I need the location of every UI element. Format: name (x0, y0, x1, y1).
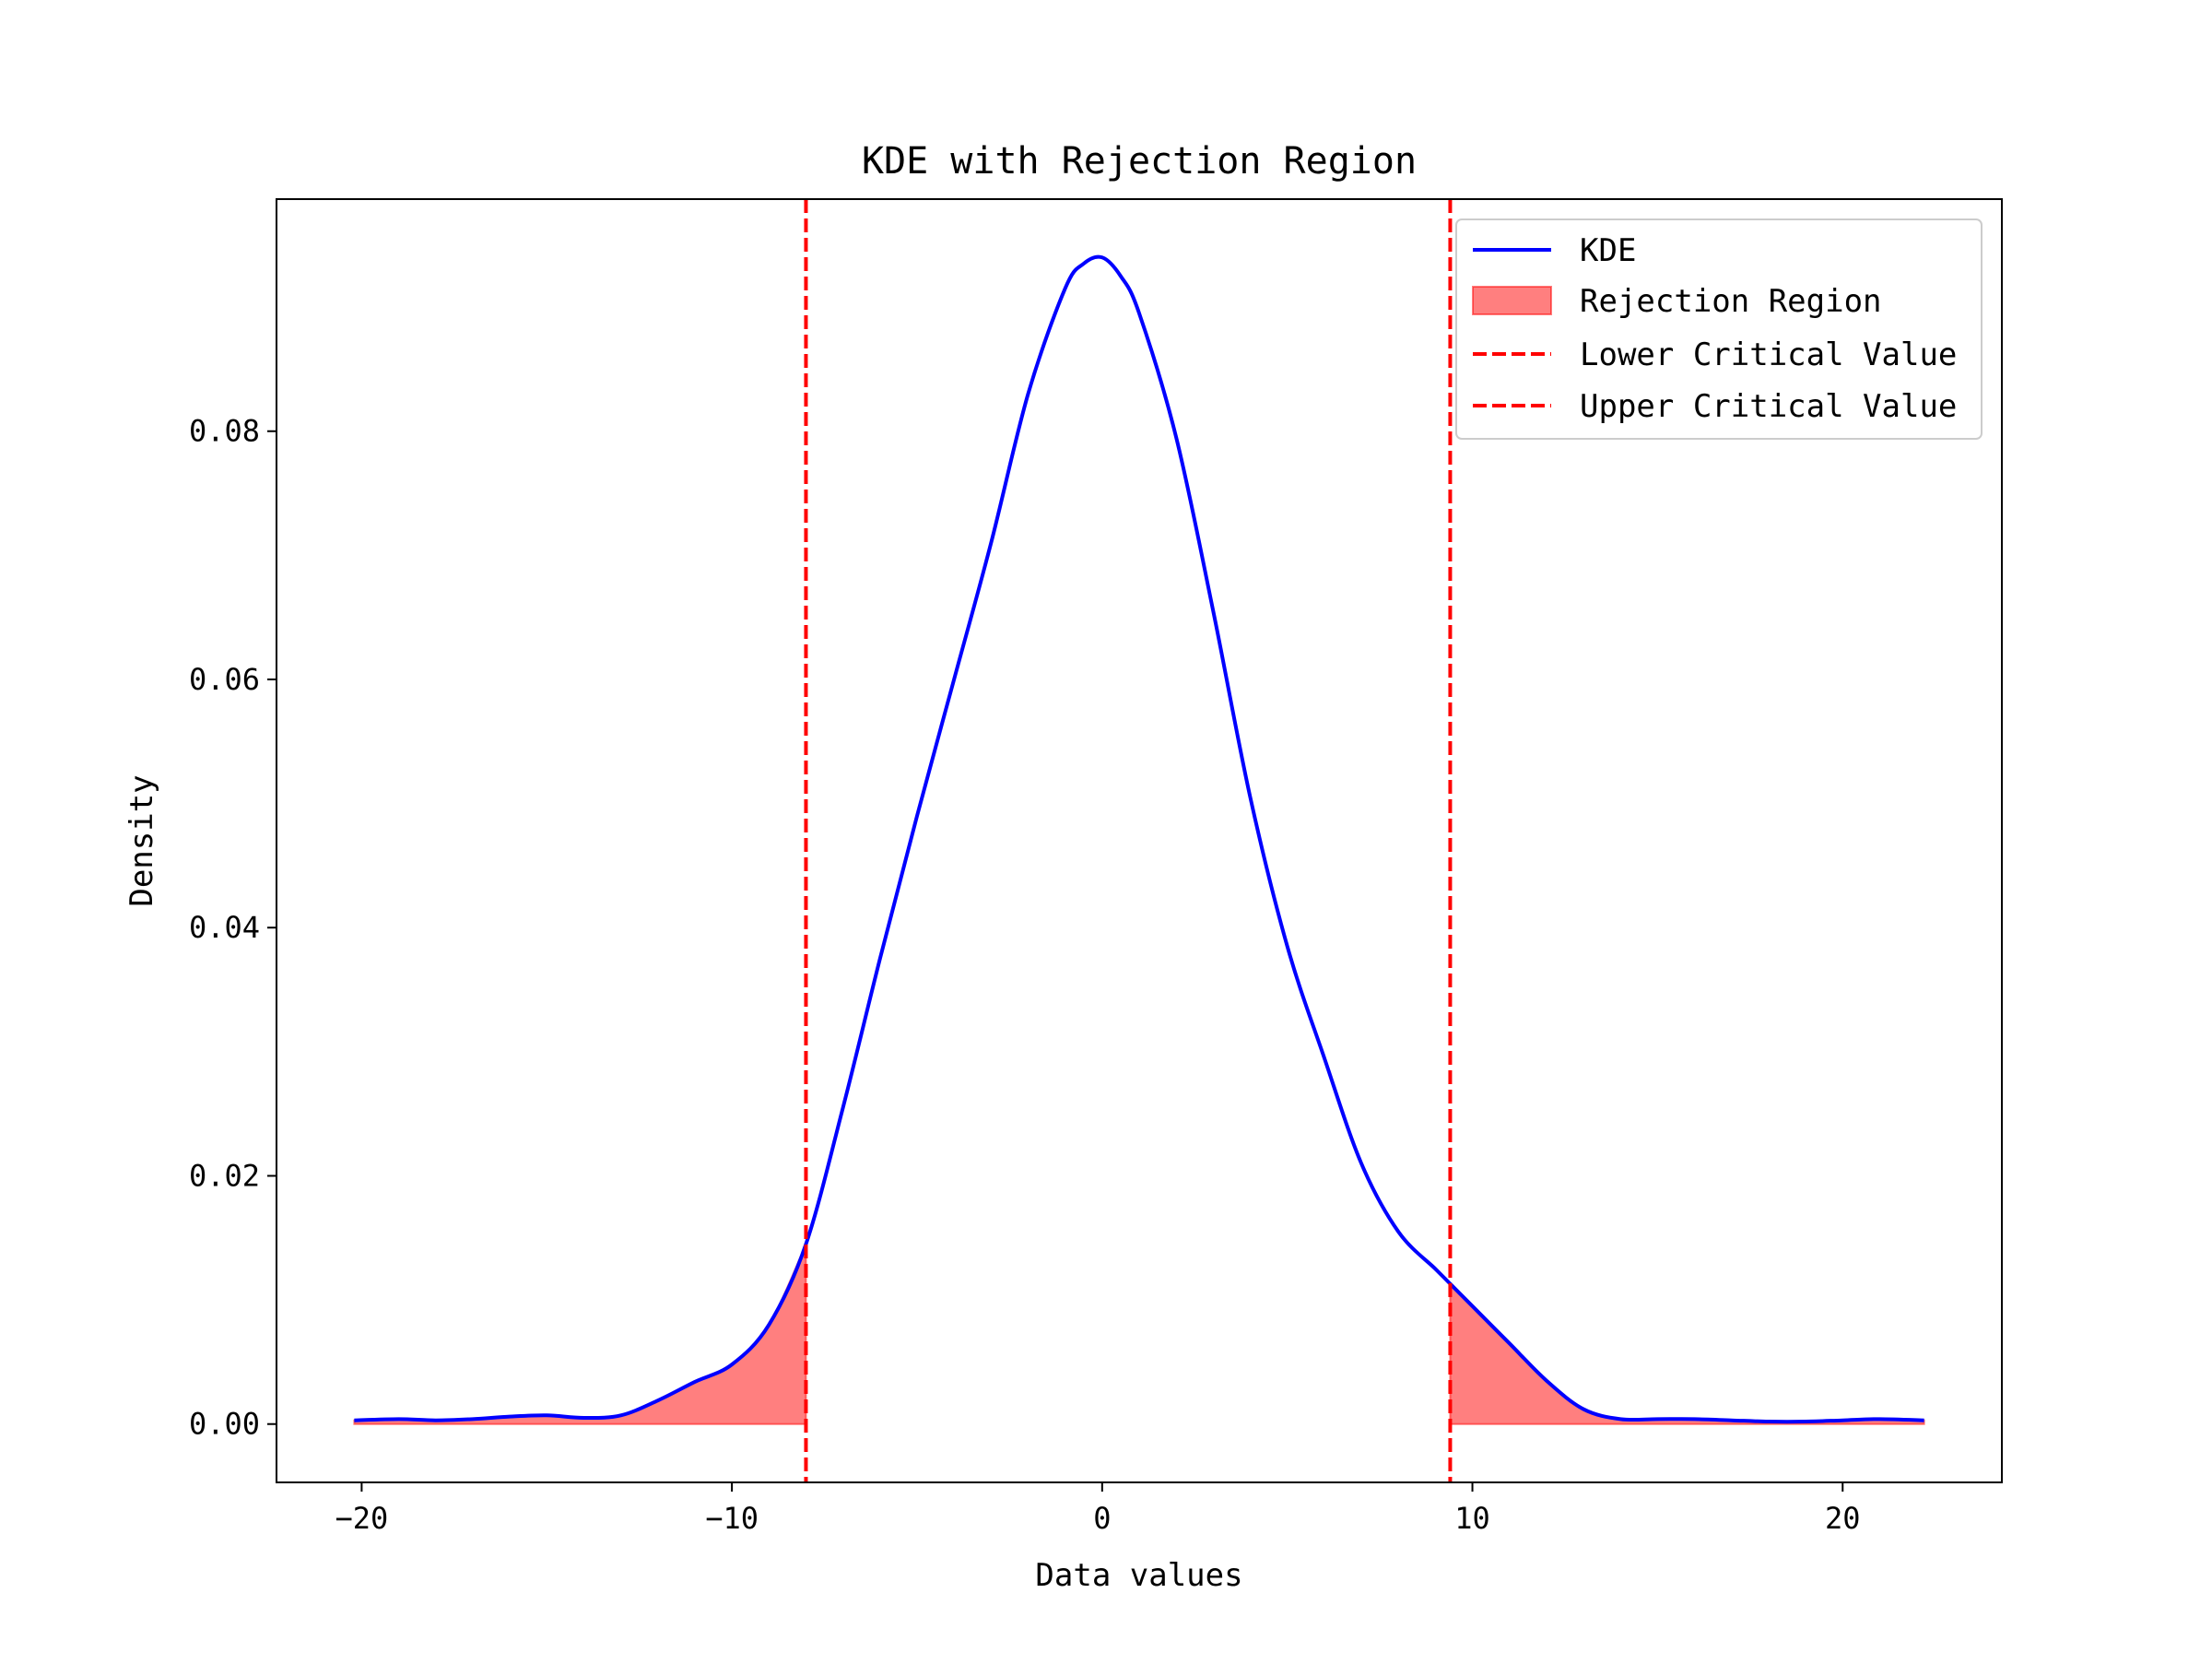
y-tick-label: 0.08 (189, 414, 260, 449)
x-tick-label: 20 (1825, 1501, 1861, 1536)
legend: KDE Rejection Region Lower Critical Valu… (1455, 218, 1983, 440)
x-ticks: −20 −10 0 10 20 (335, 1482, 1861, 1536)
y-tick-label: 0.00 (189, 1407, 260, 1442)
y-tick-label: 0.06 (189, 662, 260, 697)
x-tick-label: −10 (705, 1501, 759, 1536)
legend-rejection-label: Rejection Region (1580, 283, 1882, 320)
x-axis-label: Data values (1035, 1557, 1242, 1594)
x-tick-label: 0 (1093, 1501, 1111, 1536)
y-axis-label: Density (124, 774, 160, 906)
chart-title: KDE with Rejection Region (862, 140, 1417, 183)
legend-upper-label: Upper Critical Value (1580, 388, 1957, 425)
y-tick-label: 0.04 (189, 910, 260, 945)
legend-lower-label: Lower Critical Value (1580, 336, 1957, 373)
x-tick-label: −20 (335, 1501, 388, 1536)
y-tick-label: 0.02 (189, 1158, 260, 1193)
legend-kde-label: KDE (1580, 232, 1636, 269)
y-ticks: 0.00 0.02 0.04 0.06 0.08 (189, 414, 276, 1442)
legend-rejection-swatch (1472, 286, 1552, 315)
kde-curve-line (354, 254, 1924, 1424)
legend-box (1455, 218, 1983, 440)
x-tick-label: 10 (1454, 1501, 1490, 1536)
kde-curve-layer (354, 254, 1924, 1424)
plot-frame (276, 198, 2003, 1483)
critical-lines-layer (804, 199, 1453, 1482)
